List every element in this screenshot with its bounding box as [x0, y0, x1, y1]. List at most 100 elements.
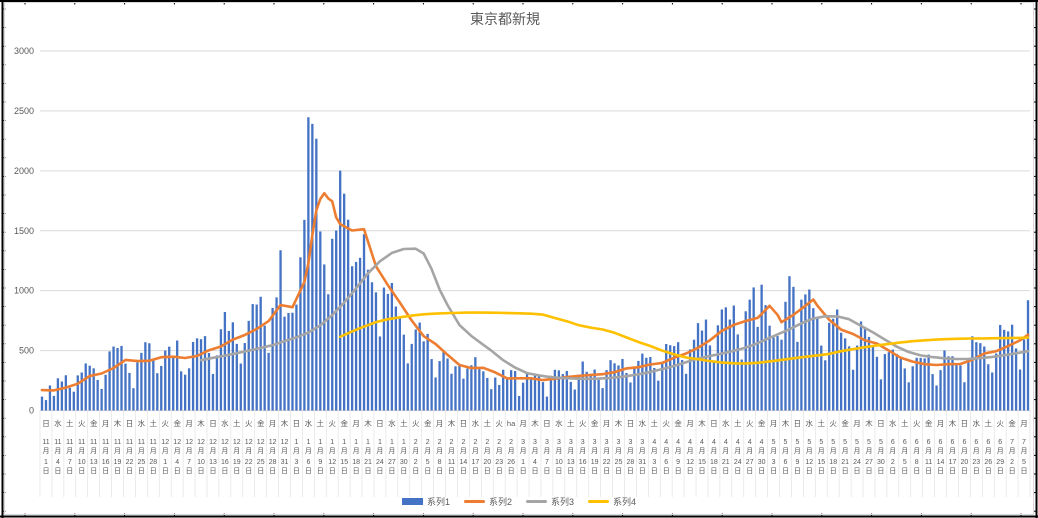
svg-text:25: 25 [615, 459, 623, 466]
svg-text:月: 月 [114, 447, 121, 455]
svg-text:6: 6 [784, 459, 788, 466]
svg-text:日: 日 [460, 419, 468, 428]
svg-text:日: 日 [579, 467, 586, 475]
svg-text:日: 日 [186, 467, 193, 475]
svg-text:月: 月 [794, 447, 801, 455]
svg-text:2: 2 [414, 459, 418, 466]
x-axis-label: 火 1月 12日 [328, 419, 336, 475]
chart-title[interactable]: 東京都新規 [470, 11, 540, 27]
svg-text:6: 6 [903, 439, 907, 446]
svg-text:月: 月 [186, 447, 193, 455]
svg-text:月: 月 [949, 447, 956, 455]
svg-text:日: 日 [961, 467, 968, 475]
x-axis-label: 木 11月 19日 [114, 418, 122, 475]
svg-text:9: 9 [795, 459, 799, 466]
x-axis-label: 土 1月 30日 [400, 418, 408, 475]
svg-text:日: 日 [43, 467, 50, 475]
svg-text:日: 日 [162, 467, 169, 475]
x-axis-label: 水 5月 12日 [805, 418, 813, 475]
svg-text:日: 日 [842, 467, 849, 475]
legend-item-series3[interactable]: 系列3 [526, 495, 574, 508]
svg-text:12: 12 [686, 459, 694, 466]
y-axis-label: 1000 [14, 286, 34, 296]
bars-series1[interactable] [40, 117, 1030, 411]
x-axis-label: 金 12月 25日 [257, 418, 265, 475]
svg-text:土: 土 [150, 418, 158, 428]
svg-text:火: 火 [412, 419, 420, 428]
svg-text:月: 月 [365, 447, 372, 455]
svg-text:6: 6 [915, 439, 919, 446]
svg-text:16: 16 [579, 459, 587, 466]
legend-label-series1: 系列1 [426, 497, 450, 507]
svg-text:日: 日 [424, 467, 431, 475]
x-axis-label: 水 1月 6日 [305, 418, 313, 475]
svg-text:月: 月 [1021, 447, 1028, 455]
svg-text:月: 月 [305, 447, 312, 455]
svg-text:日: 日 [269, 467, 276, 475]
svg-text:日: 日 [937, 467, 944, 475]
svg-text:15: 15 [340, 459, 348, 466]
legend-item-series2[interactable]: 系列2 [463, 495, 512, 508]
svg-text:3: 3 [652, 459, 656, 466]
chart-legend[interactable]: 系列1 系列2 系列3 系列4 [0, 495, 1038, 508]
svg-text:12: 12 [257, 439, 265, 446]
svg-text:月: 月 [353, 447, 360, 455]
x-axis-label: 土 12月 19日 [233, 418, 241, 475]
svg-text:日: 日 [1021, 467, 1028, 475]
x-axis-label: 火 3月 16日 [579, 419, 587, 475]
svg-text:5: 5 [843, 439, 847, 446]
svg-text:日: 日 [627, 467, 634, 475]
legend-item-series1[interactable]: 系列1 [401, 495, 450, 508]
svg-text:日: 日 [78, 467, 85, 475]
svg-text:月: 月 [54, 447, 61, 455]
svg-text:土: 土 [901, 418, 909, 428]
chart-object-border [4, 2, 1034, 515]
svg-text:5: 5 [879, 439, 883, 446]
svg-text:日: 日 [985, 467, 992, 475]
x-axis-label: 土 1月 9日 [317, 418, 325, 475]
svg-text:24: 24 [853, 459, 861, 466]
svg-text:2: 2 [450, 439, 454, 446]
svg-text:日: 日 [150, 467, 157, 475]
svg-text:19: 19 [233, 459, 241, 466]
x-axis-label: 土 11月 7日 [66, 418, 74, 475]
svg-text:土: 土 [651, 418, 659, 428]
legend-item-series4[interactable]: 系列4 [588, 495, 636, 508]
svg-text:日: 日 [710, 467, 717, 475]
line-series4[interactable] [338, 311, 1030, 365]
svg-text:29: 29 [996, 459, 1004, 466]
svg-text:2: 2 [438, 439, 442, 446]
svg-text:4: 4 [760, 439, 764, 446]
svg-text:12: 12 [328, 459, 336, 466]
x-axis-labels[interactable]: 日11月1日水11月4日土11月7日火11月10日金11月13日月11月16日木… [42, 418, 1028, 475]
svg-text:月: 月 [424, 447, 431, 455]
svg-text:4: 4 [664, 439, 668, 446]
svg-text:日: 日 [245, 467, 252, 475]
svg-text:2: 2 [426, 439, 430, 446]
svg-text:月: 月 [341, 447, 348, 455]
svg-text:3: 3 [605, 439, 609, 446]
svg-text:11: 11 [42, 439, 49, 446]
y-axis-labels[interactable]: 0 500 1000 1500 2000 2500 3000 [14, 46, 34, 416]
svg-text:金: 金 [758, 418, 766, 428]
svg-text:月: 月 [185, 419, 193, 428]
x-axis-label: 土 4月 3日 [651, 418, 659, 475]
svg-text:日: 日 [210, 467, 217, 475]
svg-text:17: 17 [472, 459, 480, 466]
y-axis-label: 0 [29, 406, 34, 416]
x-axis-label: 水 11月 25日 [138, 418, 146, 475]
svg-text:日: 日 [448, 467, 455, 475]
svg-text:5: 5 [855, 439, 859, 446]
x-axis-label: 水 1月 27日 [388, 418, 396, 475]
line-series2[interactable] [40, 191, 1030, 392]
svg-text:金: 金 [340, 418, 348, 428]
svg-text:月: 月 [973, 447, 980, 455]
line-series3[interactable] [199, 247, 1030, 381]
svg-text:日: 日 [794, 419, 802, 428]
